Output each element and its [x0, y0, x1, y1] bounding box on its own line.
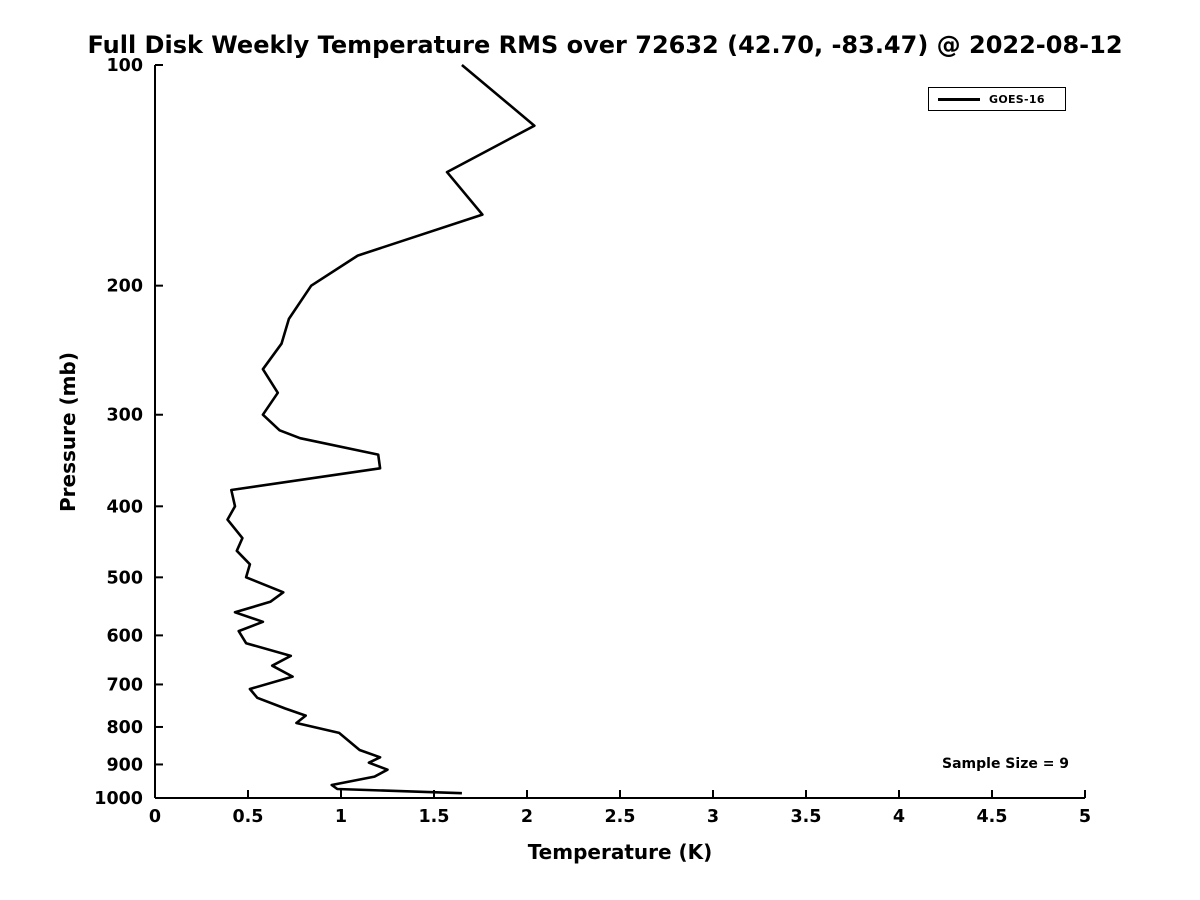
sample-size-annotation: Sample Size = 9 [942, 756, 1070, 772]
x-tick-label: 0 [149, 807, 161, 827]
y-tick-label: 200 [106, 277, 143, 297]
y-tick-label: 600 [106, 626, 143, 646]
x-tick-label: 3.5 [790, 807, 821, 827]
y-tick-label: 500 [106, 568, 143, 588]
x-tick-label: 3 [707, 807, 719, 827]
x-tick-label: 1.5 [418, 807, 449, 827]
chart-title: Full Disk Weekly Temperature RMS over 72… [87, 31, 1123, 59]
y-axis-label: Pressure (mb) [56, 352, 80, 512]
x-tick-label: 2 [521, 807, 533, 827]
x-axis-label: Temperature (K) [527, 840, 713, 864]
y-tick-label: 400 [106, 497, 143, 517]
legend: GOES-16 [928, 87, 1066, 111]
y-tick-label: 1000 [94, 789, 143, 809]
x-tick-label: 5 [1079, 807, 1091, 827]
x-tick-label: 4.5 [976, 807, 1007, 827]
x-tick-label: 2.5 [604, 807, 635, 827]
legend-line-sample [938, 97, 980, 101]
legend-series-label: GOES-16 [989, 92, 1045, 106]
series-line-goes-16 [226, 64, 536, 795]
y-tick-label: 700 [106, 675, 143, 695]
y-tick-label: 300 [106, 406, 143, 426]
y-tick-label: 900 [106, 755, 143, 775]
y-tick-label: 100 [106, 56, 143, 76]
x-tick-label: 4 [893, 807, 905, 827]
x-tick-label: 1 [335, 807, 347, 827]
y-tick-label: 800 [106, 718, 143, 738]
x-tick-label: 0.5 [232, 807, 263, 827]
